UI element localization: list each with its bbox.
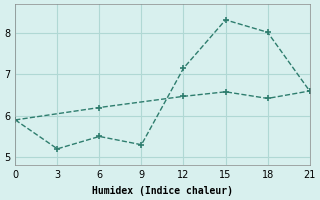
X-axis label: Humidex (Indice chaleur): Humidex (Indice chaleur) [92, 186, 233, 196]
